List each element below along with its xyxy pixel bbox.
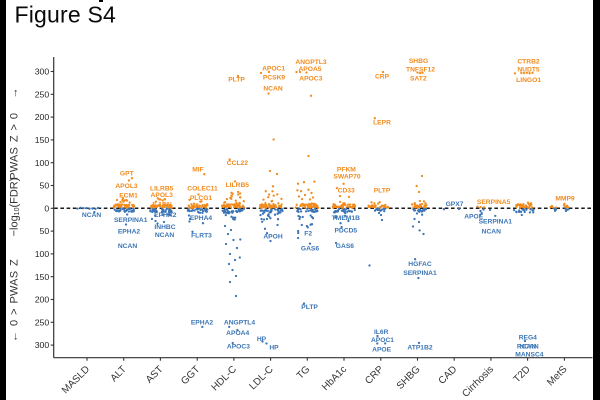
svg-text:PLTP: PLTP: [301, 304, 318, 311]
svg-text:TMEM1B: TMEM1B: [332, 215, 360, 222]
svg-text:IL1RN: IL1RN: [152, 201, 171, 208]
svg-text:RCAN: RCAN: [517, 343, 536, 350]
svg-text:EPHA2: EPHA2: [118, 228, 141, 235]
svg-text:SHBG: SHBG: [409, 58, 428, 65]
svg-text:PLCG1: PLCG1: [190, 195, 213, 202]
svg-text:PCSK9: PCSK9: [263, 74, 286, 81]
svg-text:APOC1: APOC1: [262, 65, 285, 72]
svg-text:F2: F2: [304, 230, 312, 237]
svg-text:IL6R: IL6R: [374, 329, 389, 336]
svg-text:CTRB2: CTRB2: [517, 59, 540, 66]
svg-text:PLTP: PLTP: [374, 188, 391, 195]
svg-text:PFKM: PFKM: [337, 166, 356, 173]
svg-text:0: 0: [44, 203, 49, 213]
svg-text:SERPINA1: SERPINA1: [479, 218, 513, 225]
svg-text:SERPINA5: SERPINA5: [477, 199, 511, 206]
svg-text:250: 250: [35, 89, 50, 99]
svg-text:APOA4: APOA4: [226, 330, 249, 337]
svg-text:LINGO1: LINGO1: [516, 77, 541, 84]
svg-text:EPHA2: EPHA2: [191, 320, 214, 327]
svg-text:SERPINA1: SERPINA1: [403, 270, 437, 277]
svg-text:PWAS Z > 0 →: PWAS Z > 0 →: [9, 87, 21, 179]
svg-text:NCAN: NCAN: [482, 229, 501, 236]
svg-text:HP: HP: [257, 336, 267, 343]
svg-text:← 0 > PWAS Z: ← 0 > PWAS Z: [9, 259, 21, 342]
svg-text:LILRB5: LILRB5: [226, 182, 250, 189]
svg-text:APOC3: APOC3: [299, 75, 322, 82]
svg-text:ANGPTL3: ANGPTL3: [295, 59, 326, 66]
svg-text:APOL3: APOL3: [115, 183, 138, 190]
svg-text:APOA5: APOA5: [298, 66, 321, 73]
svg-text:PLTP: PLTP: [228, 76, 245, 83]
svg-text:CD33: CD33: [338, 188, 355, 195]
svg-text:NCAN: NCAN: [82, 212, 101, 219]
svg-text:COLEC11: COLEC11: [187, 185, 218, 192]
svg-text:200: 200: [35, 112, 50, 122]
svg-text:NCAN: NCAN: [118, 243, 137, 250]
svg-text:LILRB5: LILRB5: [150, 185, 174, 192]
svg-text:SWAP70: SWAP70: [333, 174, 360, 181]
svg-text:APOE: APOE: [464, 214, 483, 221]
svg-text:PDCD5: PDCD5: [334, 227, 357, 234]
svg-text:200: 200: [35, 295, 50, 305]
svg-text:APOC1: APOC1: [371, 337, 394, 344]
svg-text:−log10(FDR): −log10(FDR): [9, 178, 22, 237]
svg-text:APOL3: APOL3: [151, 192, 174, 199]
svg-text:GAS6: GAS6: [301, 245, 319, 252]
svg-text:300: 300: [35, 67, 50, 77]
svg-text:100: 100: [35, 158, 50, 168]
svg-text:SERPINA1: SERPINA1: [114, 217, 148, 224]
svg-text:ANGPTL4: ANGPTL4: [224, 320, 255, 327]
svg-text:TNFSF12: TNFSF12: [406, 67, 435, 74]
svg-text:ATP1B2: ATP1B2: [407, 344, 432, 351]
svg-text:100: 100: [35, 249, 50, 259]
svg-text:250: 250: [35, 317, 50, 327]
svg-text:SAT2: SAT2: [410, 75, 427, 82]
svg-text:CRP: CRP: [375, 73, 390, 80]
svg-text:FLRT3: FLRT3: [191, 232, 212, 239]
svg-text:CCL22: CCL22: [227, 160, 248, 167]
svg-text:HGFAC: HGFAC: [408, 261, 432, 268]
svg-text:50: 50: [40, 226, 50, 236]
svg-text:Figure S4: Figure S4: [15, 2, 117, 28]
svg-text:EPHA2: EPHA2: [154, 212, 177, 219]
svg-text:APOC3: APOC3: [227, 343, 250, 350]
svg-text:INHBC: INHBC: [154, 224, 175, 231]
svg-text:NUDT5: NUDT5: [517, 67, 540, 74]
svg-text:150: 150: [35, 135, 50, 145]
svg-text:MIF: MIF: [192, 166, 204, 173]
svg-text:GPT: GPT: [120, 171, 135, 178]
svg-text:EPHA4: EPHA4: [190, 215, 213, 222]
svg-text:REG4: REG4: [519, 335, 537, 342]
svg-text:NCAN: NCAN: [155, 232, 174, 239]
svg-text:LEPR: LEPR: [373, 119, 391, 126]
svg-text:ECM1: ECM1: [119, 193, 138, 200]
svg-text:MANSC4: MANSC4: [515, 351, 544, 358]
svg-text:50: 50: [40, 181, 50, 191]
svg-text:GPX7: GPX7: [446, 201, 464, 208]
svg-text:MMP9: MMP9: [555, 196, 575, 203]
svg-text:GAS6: GAS6: [336, 243, 354, 250]
svg-text:APOH: APOH: [263, 233, 282, 240]
svg-text:APOE: APOE: [372, 346, 391, 353]
svg-text:150: 150: [35, 272, 50, 282]
svg-text:300: 300: [35, 340, 50, 350]
svg-text:NCAN: NCAN: [519, 343, 538, 350]
svg-text:NCAN: NCAN: [263, 85, 282, 92]
svg-text:HP: HP: [269, 344, 279, 351]
